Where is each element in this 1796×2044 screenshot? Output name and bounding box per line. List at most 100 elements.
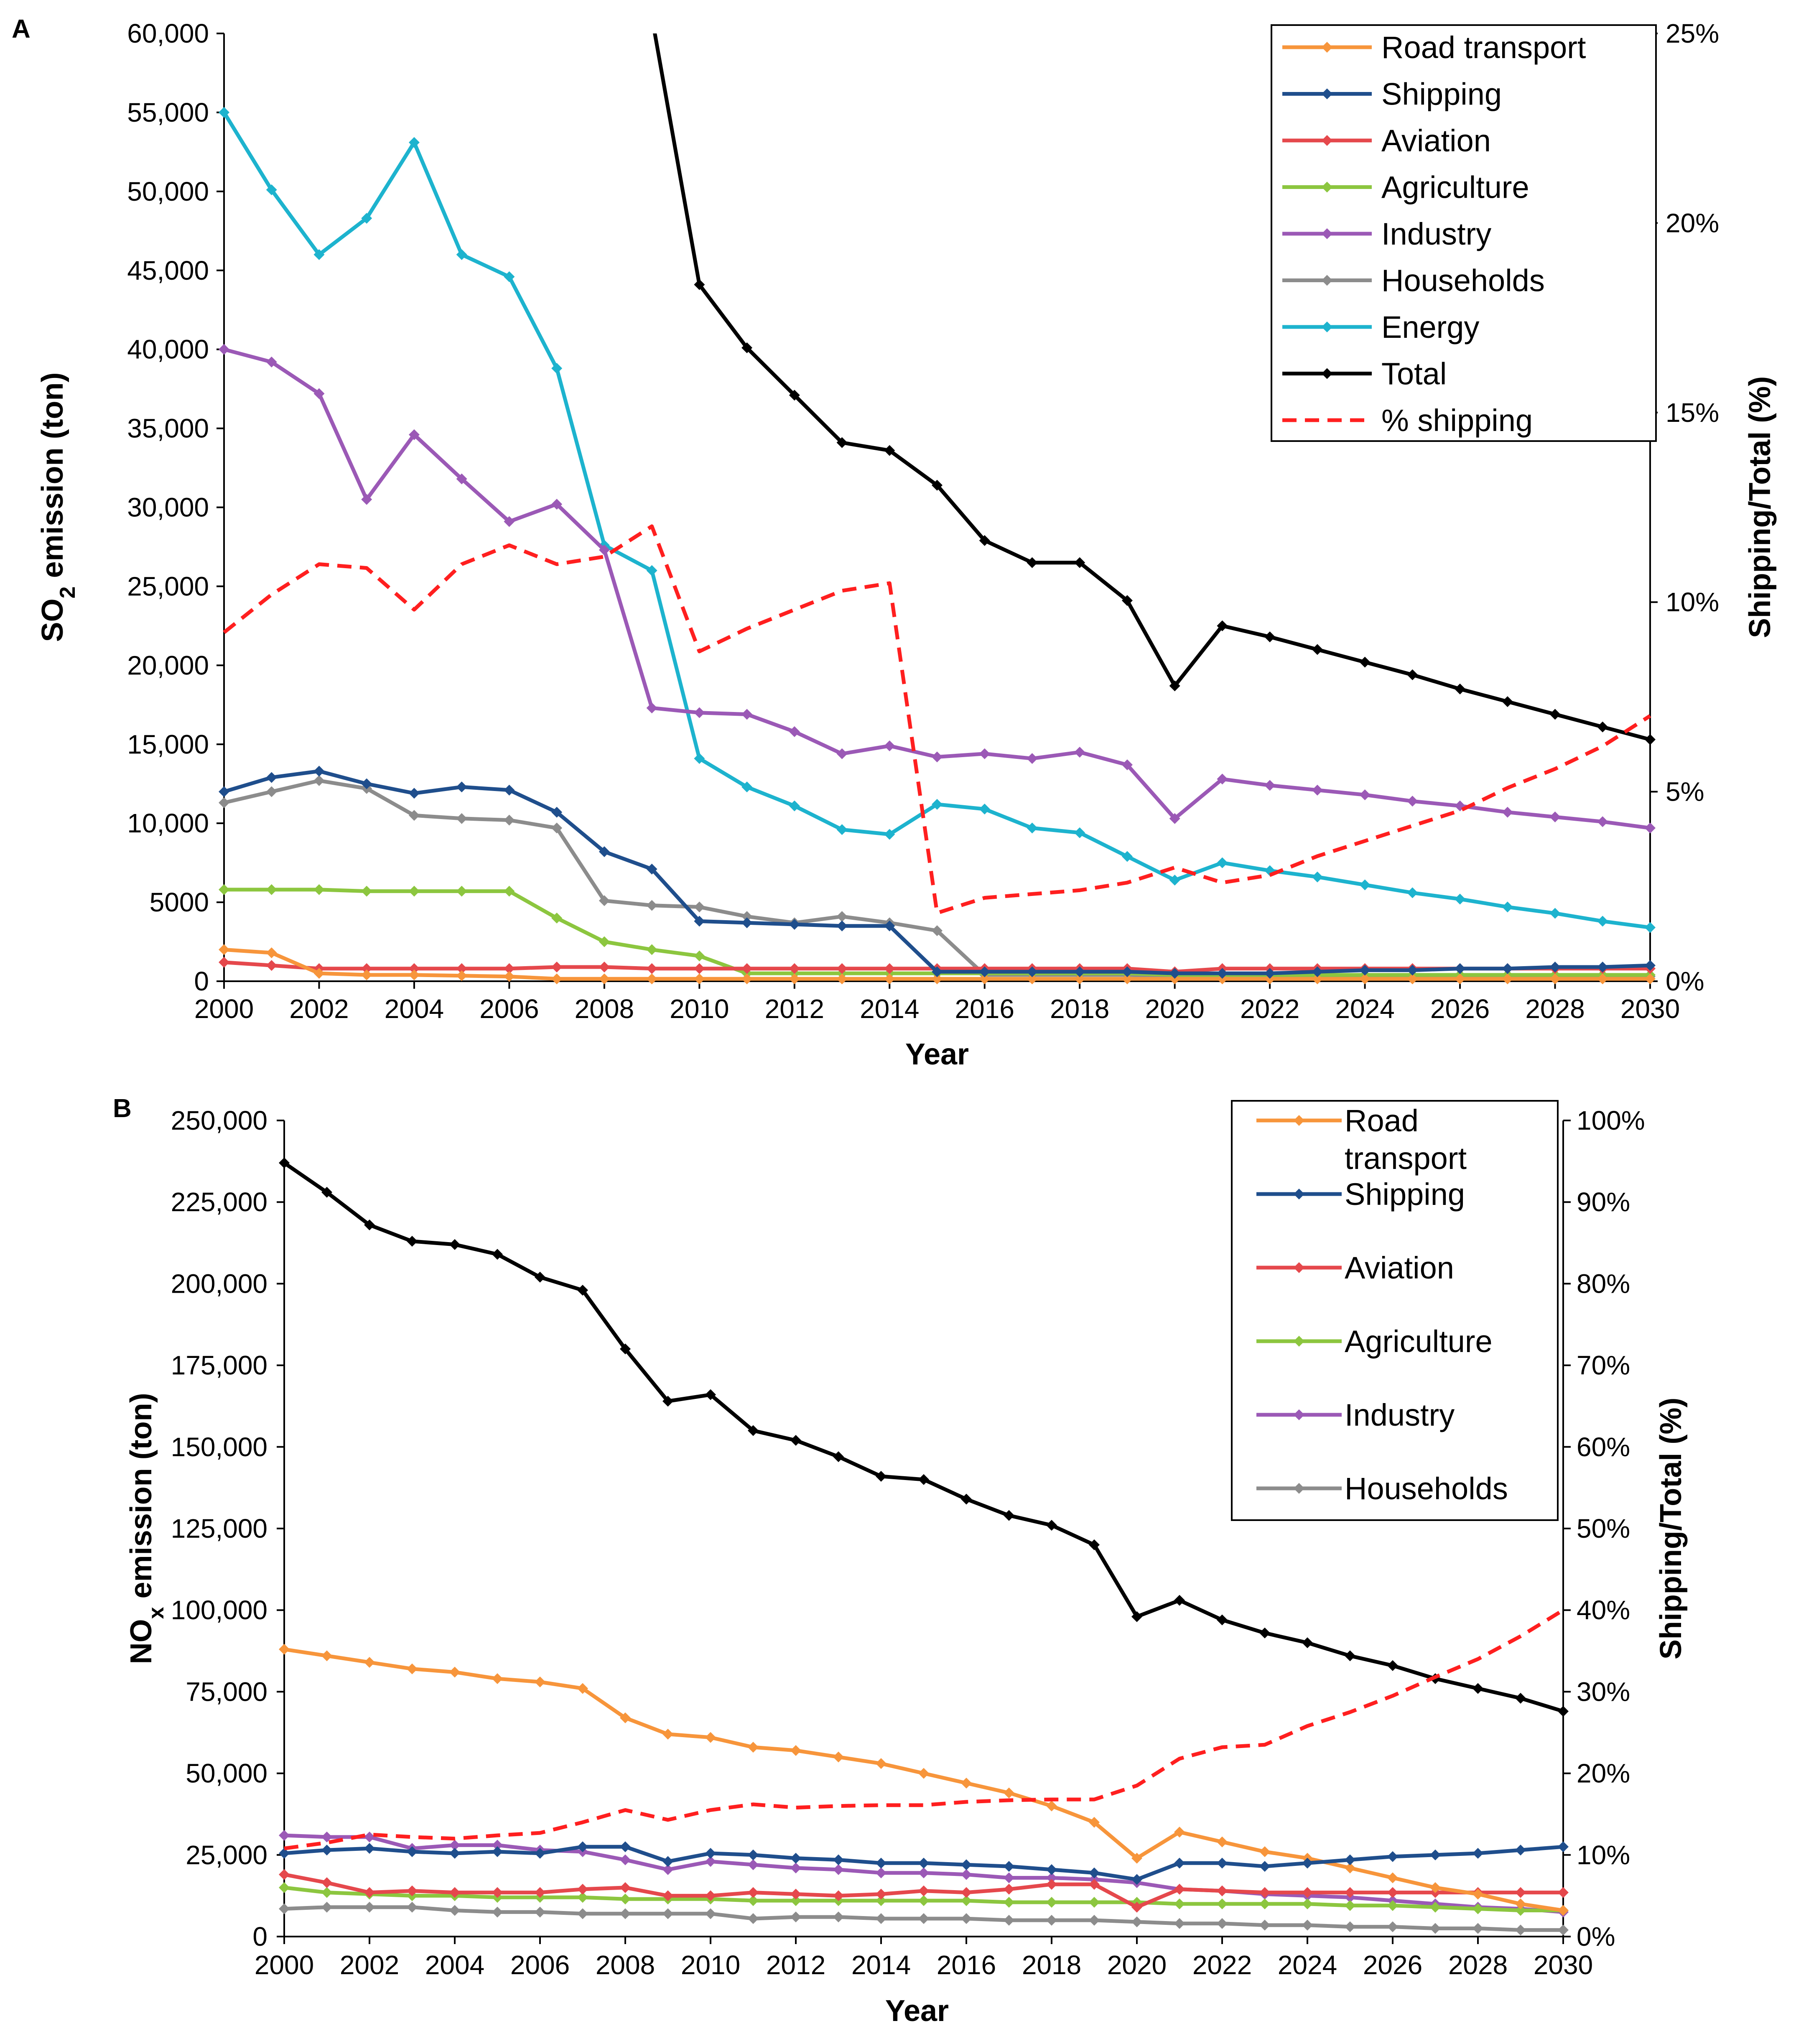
data-point bbox=[876, 1758, 887, 1769]
data-point bbox=[918, 1474, 929, 1485]
data-point bbox=[1259, 1887, 1270, 1898]
legend-item-agriculture: Agriculture bbox=[1345, 1324, 1493, 1359]
data-point bbox=[408, 885, 420, 897]
data-point bbox=[1515, 1905, 1526, 1916]
legend-item-shipping: Shipping bbox=[1345, 1177, 1465, 1212]
data-point bbox=[321, 1887, 332, 1898]
legend-box bbox=[1231, 1100, 1559, 1521]
data-point bbox=[1502, 963, 1513, 974]
data-point bbox=[504, 814, 515, 826]
series-pct-shipping bbox=[223, 524, 1651, 915]
data-point bbox=[1174, 1827, 1185, 1838]
data-point bbox=[1174, 1595, 1185, 1606]
y2-tick-label: 80% bbox=[1577, 1268, 1630, 1299]
data-point bbox=[741, 709, 753, 720]
data-point bbox=[279, 1882, 290, 1893]
data-point bbox=[790, 1435, 801, 1446]
legend-marker bbox=[1294, 1115, 1304, 1126]
data-point bbox=[408, 788, 420, 799]
data-point bbox=[449, 1239, 460, 1250]
legend-item-energy: Energy bbox=[1381, 310, 1479, 344]
data-point bbox=[1312, 784, 1323, 796]
data-point bbox=[1312, 966, 1323, 977]
series-pct-shipping bbox=[284, 1608, 1564, 1850]
data-point bbox=[1089, 1879, 1100, 1890]
data-point bbox=[1558, 1706, 1569, 1717]
y2-tick-label: 0% bbox=[1666, 966, 1704, 996]
data-point bbox=[876, 1867, 887, 1878]
data-point bbox=[279, 1848, 290, 1859]
data-point bbox=[1131, 1853, 1142, 1864]
data-point bbox=[364, 1219, 375, 1230]
x-tick-label: 2006 bbox=[479, 994, 539, 1024]
data-point bbox=[1046, 1872, 1057, 1883]
data-point bbox=[599, 936, 610, 947]
data-point bbox=[1359, 789, 1371, 801]
data-point bbox=[1558, 1887, 1569, 1898]
data-point bbox=[321, 1877, 332, 1888]
data-point bbox=[599, 544, 610, 556]
data-point bbox=[577, 1683, 588, 1694]
data-point bbox=[1345, 1921, 1355, 1932]
data-point bbox=[219, 107, 229, 118]
data-point bbox=[789, 800, 800, 811]
data-point bbox=[1174, 1883, 1185, 1895]
data-point bbox=[1645, 922, 1656, 933]
data-point bbox=[694, 279, 705, 290]
data-point bbox=[1217, 1858, 1228, 1869]
data-point bbox=[407, 1235, 418, 1247]
data-point bbox=[876, 1858, 887, 1869]
data-point bbox=[407, 1885, 418, 1896]
data-point bbox=[1089, 1867, 1100, 1878]
data-point bbox=[748, 1913, 759, 1924]
data-point bbox=[1004, 1914, 1014, 1926]
data-point bbox=[1558, 1841, 1569, 1853]
legend-marker bbox=[1322, 88, 1332, 100]
data-point bbox=[551, 912, 563, 924]
data-point bbox=[1089, 1897, 1100, 1908]
y2-tick-label: 5% bbox=[1666, 777, 1704, 807]
data-point bbox=[408, 963, 420, 974]
data-point bbox=[1345, 1887, 1355, 1898]
data-point bbox=[449, 1905, 460, 1916]
x-tick-label: 2002 bbox=[289, 994, 349, 1024]
data-point bbox=[321, 1187, 332, 1198]
panel-b-y-title: NOx emission (ton) bbox=[125, 1393, 168, 1664]
data-point bbox=[1264, 973, 1276, 985]
series-aviation bbox=[279, 1869, 1569, 1913]
series-total bbox=[279, 1157, 1569, 1717]
data-point bbox=[266, 884, 277, 895]
data-point bbox=[1302, 1898, 1313, 1909]
x-tick-label: 2012 bbox=[766, 1950, 825, 1980]
data-point bbox=[456, 963, 467, 974]
data-point bbox=[884, 445, 895, 456]
x-tick-label: 2004 bbox=[385, 994, 444, 1024]
legend-marker bbox=[1322, 368, 1332, 379]
data-point bbox=[741, 973, 753, 985]
data-point bbox=[748, 1849, 759, 1860]
y2-tick-label: 70% bbox=[1577, 1350, 1630, 1381]
legend-item-industry: Industry bbox=[1381, 217, 1491, 251]
data-point bbox=[321, 1901, 332, 1913]
legend-marker bbox=[1322, 322, 1332, 332]
data-point bbox=[705, 1856, 716, 1867]
data-point bbox=[1387, 1660, 1398, 1671]
data-point bbox=[1046, 1897, 1057, 1908]
data-point bbox=[456, 473, 467, 485]
x-tick-label: 2028 bbox=[1448, 1950, 1508, 1980]
data-point bbox=[1259, 1919, 1270, 1931]
data-point bbox=[789, 390, 800, 401]
data-point bbox=[219, 944, 229, 955]
y-tick-label: 125,000 bbox=[171, 1513, 267, 1544]
data-point bbox=[694, 950, 705, 962]
data-point bbox=[620, 1854, 631, 1865]
data-point bbox=[1121, 759, 1133, 771]
data-point bbox=[1407, 973, 1418, 985]
data-point bbox=[1502, 901, 1513, 913]
data-point bbox=[1259, 1898, 1270, 1909]
data-point bbox=[1264, 780, 1276, 791]
data-point bbox=[741, 781, 753, 793]
legend-item-industry: Industry bbox=[1345, 1398, 1455, 1432]
data-point bbox=[1217, 1836, 1228, 1848]
x-tick-label: 2008 bbox=[575, 994, 634, 1024]
